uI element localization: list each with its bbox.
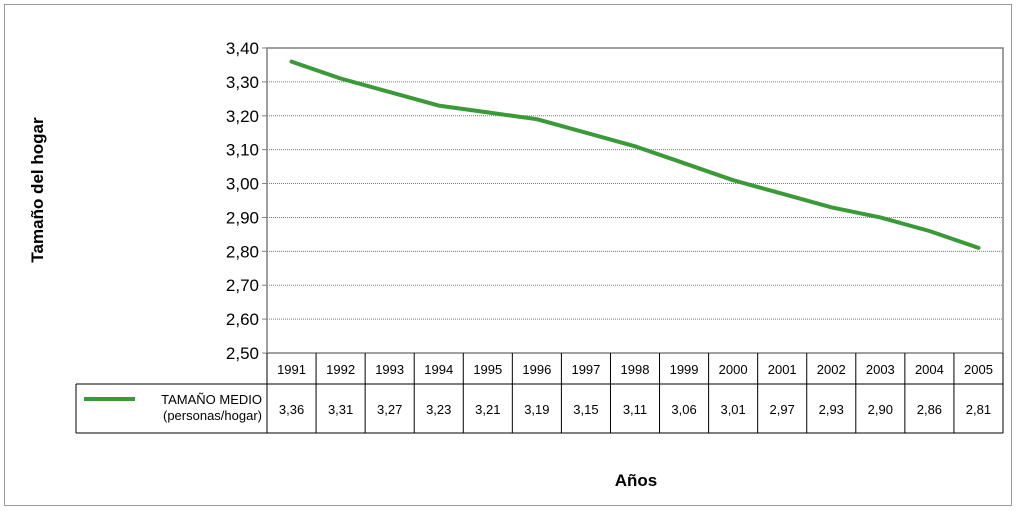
x-tick-label: 2002 <box>817 362 846 377</box>
y-tick-label: 3,00 <box>226 175 259 194</box>
data-label: 3,23 <box>426 402 451 417</box>
data-label: 3,31 <box>328 402 353 417</box>
y-tick-label: 2,80 <box>226 242 259 261</box>
legend: TAMAÑO MEDIO(personas/hogar) <box>84 392 262 423</box>
series-lines <box>289 59 981 250</box>
data-label: 3,21 <box>475 402 500 417</box>
chart-frame <box>4 4 1012 506</box>
data-label: 2,97 <box>770 402 795 417</box>
x-tick-label: 1992 <box>326 362 355 377</box>
y-tick-label: 3,40 <box>226 39 259 58</box>
x-tick-label: 2004 <box>915 362 944 377</box>
y-tick-label: 3,30 <box>226 73 259 92</box>
data-label: 3,11 <box>623 402 647 417</box>
x-tick-label: 1995 <box>473 362 502 377</box>
data-label: 3,27 <box>377 402 402 417</box>
x-tick-label: 1996 <box>522 362 551 377</box>
x-tick-label: 1993 <box>375 362 404 377</box>
gridlines <box>267 81 1003 320</box>
data-label: 3,06 <box>671 402 696 417</box>
y-tick-label: 3,10 <box>226 141 259 160</box>
y-tick-label: 2,60 <box>226 310 259 329</box>
y-tick-label: 2,70 <box>226 276 259 295</box>
y-tick-label: 2,90 <box>226 208 259 227</box>
legend-label: TAMAÑO MEDIO <box>161 392 262 407</box>
x-tick-label: 1991 <box>277 362 306 377</box>
y-tick-label: 3,20 <box>226 107 259 126</box>
data-label: 3,01 <box>720 402 745 417</box>
data-label: 3,15 <box>573 402 598 417</box>
x-tick-label: 1999 <box>670 362 699 377</box>
y-axis-title: Tamaño del hogar <box>28 117 47 263</box>
data-label: 2,81 <box>966 402 991 417</box>
x-axis-title: Años <box>615 471 658 490</box>
data-label: 2,86 <box>917 402 942 417</box>
x-tick-label: 2003 <box>866 362 895 377</box>
data-table: 1991 1992 1993 1994 1995 1996 1997 1998 1999 2000… <box>75 353 1004 434</box>
x-tick-label: 2005 <box>964 362 993 377</box>
legend-label-unit: (personas/hogar) <box>163 408 262 423</box>
y-tick-label: 2,50 <box>226 344 259 363</box>
series-line <box>289 59 981 250</box>
x-tick-label: 1997 <box>571 362 600 377</box>
data-label: 2,93 <box>819 402 844 417</box>
x-tick-label: 1998 <box>621 362 650 377</box>
data-label: 3,19 <box>524 402 549 417</box>
x-tick-label: 2001 <box>768 362 797 377</box>
x-tick-label: 1994 <box>424 362 453 377</box>
data-label: 3,36 <box>279 402 304 417</box>
plot-area <box>266 47 1004 354</box>
data-label: 2,90 <box>868 402 893 417</box>
x-tick-label: 2000 <box>719 362 748 377</box>
y-axis-ticks: 2,50 2,60 2,70 2,80 2,90 3,00 3,10 3,20 3,30 3,40 <box>226 39 267 363</box>
